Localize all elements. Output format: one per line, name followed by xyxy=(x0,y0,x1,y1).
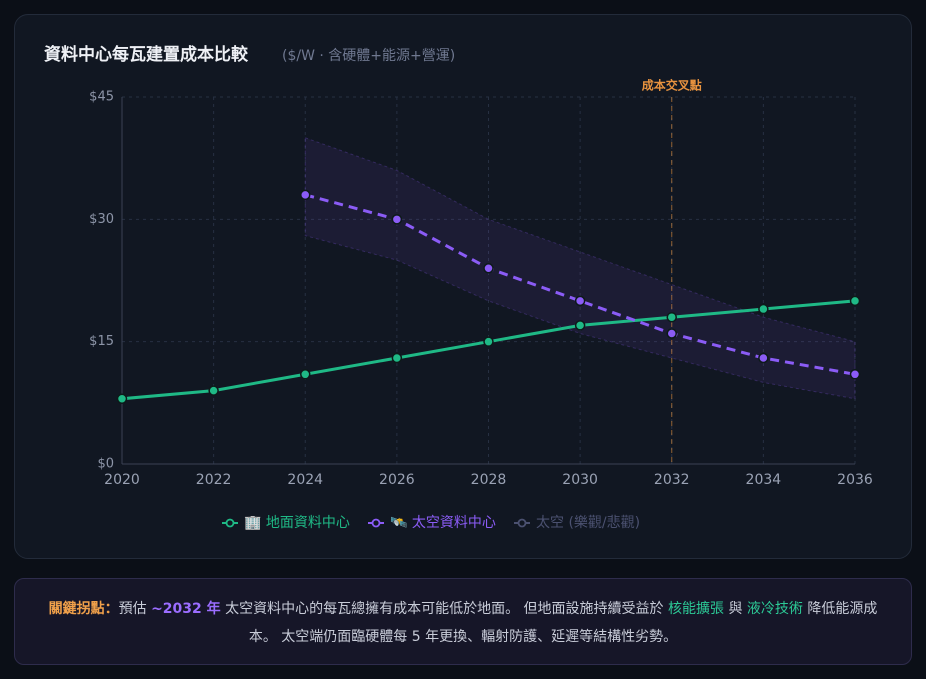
chart: 資料中心每瓦建置成本比較 ($/W · 含硬體+能源+營運) $0 $15 $30 $… xyxy=(44,44,873,531)
x-tick-label: 2022 xyxy=(196,472,232,488)
data-point xyxy=(758,352,769,364)
legend-label: 太空 (樂觀/悲觀) xyxy=(536,514,640,531)
x-tick-label: 2032 xyxy=(654,472,690,488)
chart-card xyxy=(14,14,912,559)
chart-subtitle: ($/W · 含硬體+能源+營運) xyxy=(282,48,455,64)
note: 關鍵拐點：預估 ~2032 年 太空資料中心的每瓦總擁有成本可能低於地面。 但地… xyxy=(14,578,912,665)
y-tick-label: $45 xyxy=(89,90,114,105)
chart-title: 資料中心每瓦建置成本比較 xyxy=(44,44,249,65)
note-text: 太空資料中心的每瓦總擁有成本可能低於地面。 但地面設施持續受益於 xyxy=(220,601,669,617)
y-tick-label: $15 xyxy=(89,334,114,349)
annotation-label: 成本交叉點 xyxy=(642,78,702,93)
data-point xyxy=(666,311,677,323)
x-tick-label: 2024 xyxy=(287,472,323,488)
data-point xyxy=(391,352,403,364)
data-point xyxy=(300,189,311,201)
data-point xyxy=(391,214,403,225)
x-tick-label: 2030 xyxy=(562,472,598,488)
note-text: 預估 xyxy=(118,601,152,617)
x-tick-label: 2020 xyxy=(104,472,140,488)
data-point xyxy=(483,336,494,347)
data-point xyxy=(849,295,861,307)
data-point xyxy=(574,320,586,331)
note-text: 核能擴張 xyxy=(668,601,725,617)
legend-swatch xyxy=(517,518,527,528)
data-point xyxy=(300,369,311,380)
confidence-band xyxy=(304,137,856,400)
data-point xyxy=(116,393,128,405)
note-text: 關鍵拐點： xyxy=(48,601,119,617)
data-point xyxy=(208,385,219,396)
data-point xyxy=(574,295,586,307)
note-text: 降低能源成本。 太空端仍面臨硬體每 5 年更換、輻射防護、延遲等結構性劣勢。 xyxy=(248,601,878,645)
data-point xyxy=(666,328,677,339)
y-tick-label: $0 xyxy=(97,457,114,472)
data-point xyxy=(483,263,494,274)
data-point xyxy=(758,303,769,315)
y-tick-label: $30 xyxy=(89,212,114,227)
x-tick-label: 2036 xyxy=(837,472,873,488)
x-tick-label: 2028 xyxy=(471,472,507,488)
data-point xyxy=(849,369,861,380)
legend-label: 🏢 地面資料中心 xyxy=(244,515,350,531)
x-tick-label: 2034 xyxy=(746,472,782,488)
note-text: 與 xyxy=(724,601,747,617)
note-text: 液冷技術 xyxy=(746,601,803,617)
legend-swatch xyxy=(225,518,235,528)
x-tick-label: 2026 xyxy=(379,472,415,488)
legend-swatch xyxy=(371,518,381,528)
legend-label: 🛰️ 太空資料中心 xyxy=(390,515,496,531)
note-text: ~2032 年 xyxy=(151,601,221,617)
